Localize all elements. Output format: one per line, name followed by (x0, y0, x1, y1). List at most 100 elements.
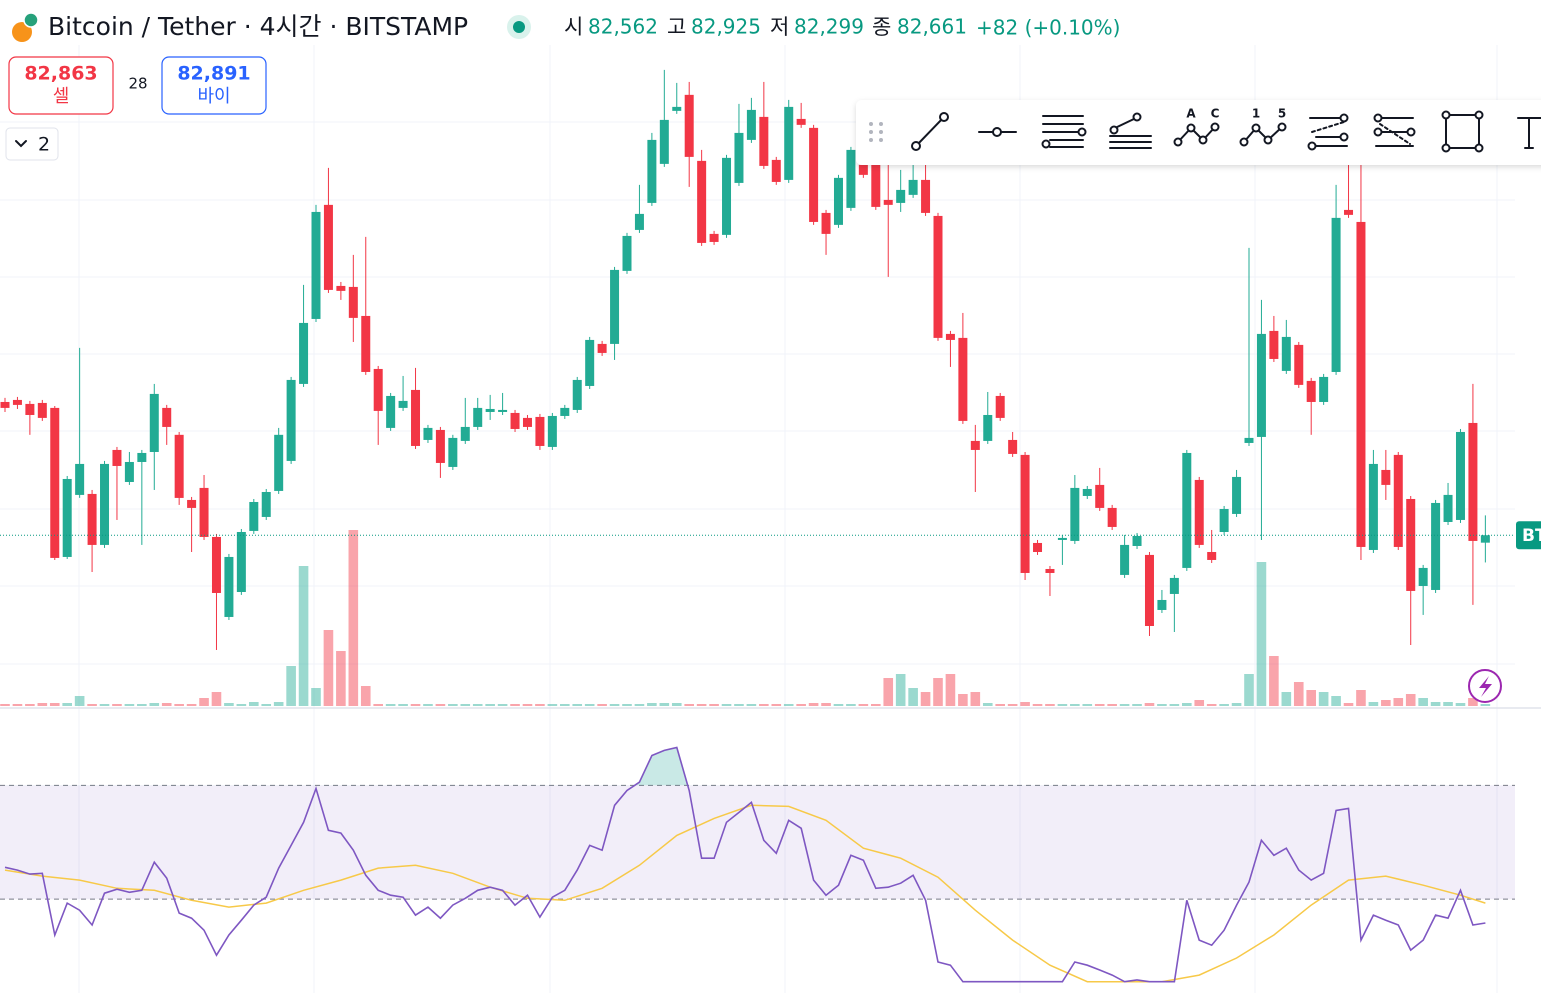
candle-body (1057, 537, 1067, 540)
volume-bar (572, 704, 583, 706)
high-label: 고 (667, 15, 686, 39)
indicator-count: 2 (38, 134, 50, 156)
volume-bar (423, 704, 433, 706)
tool-label: 5 (1278, 107, 1286, 121)
trend-line-tool[interactable] (911, 112, 949, 151)
volume-bar (472, 704, 483, 706)
candle-body (995, 395, 1005, 418)
volume-bar (49, 703, 60, 706)
volume-bar (448, 704, 458, 706)
toolbar-panel (856, 100, 1541, 165)
volume-bar (1480, 704, 1491, 706)
volume-bar (671, 703, 682, 706)
status-dot (513, 21, 525, 33)
volume-bar (236, 704, 247, 706)
sell-button[interactable] (8, 56, 114, 115)
volume-bar (1331, 696, 1341, 706)
candle-body (1082, 488, 1092, 496)
low-value: 82,299 (794, 15, 864, 39)
horizontal-ray-tool[interactable] (978, 127, 1017, 137)
buy-button[interactable] (161, 56, 267, 115)
low-label: 저 (770, 15, 789, 39)
candle-body (634, 213, 644, 230)
volume-bar (982, 703, 993, 706)
candle-body (1020, 454, 1030, 573)
alerts-button[interactable] (1468, 669, 1502, 703)
candle-body (547, 415, 557, 447)
grip[interactable] (869, 122, 883, 142)
candle-body (846, 149, 856, 208)
symbol-title[interactable]: Bitcoin / Tether · 4시간 · BITSTAMP (48, 12, 468, 41)
date-price-range-tool[interactable] (1373, 113, 1416, 147)
abcd-pattern-tool[interactable]: A C (1173, 107, 1220, 147)
volume-bar (1393, 698, 1404, 706)
candle-body (1393, 454, 1403, 547)
volume-bar (99, 704, 110, 706)
candle-body (771, 159, 781, 182)
volume-bar (647, 703, 657, 706)
candle-body (1120, 544, 1130, 575)
candle-body (535, 416, 545, 446)
candle-body (112, 449, 122, 466)
volume-bar (696, 704, 707, 706)
candle-body (50, 407, 60, 558)
candle-body (1381, 469, 1391, 485)
volume-bar (1070, 704, 1080, 706)
candle-body (1418, 567, 1428, 586)
volume-bar (684, 704, 694, 706)
close-value: 82,661 (897, 15, 967, 39)
volume-bar (1094, 704, 1105, 706)
indicator-toggle[interactable] (5, 127, 59, 161)
candle-body (398, 400, 408, 408)
candle-body (1256, 333, 1266, 437)
trade-panel: 82,863 셀 28 82,891 바이 2 (5, 56, 267, 161)
volume-bar (1405, 694, 1416, 706)
candle-body (833, 177, 843, 225)
candle-body (510, 412, 520, 429)
rectangle-tool[interactable] (1441, 110, 1484, 153)
candle-body (560, 407, 570, 416)
candle-body (423, 427, 433, 440)
candle-body (485, 408, 495, 412)
candle-body (87, 493, 97, 545)
candle-body (211, 536, 221, 593)
volume-bar (796, 704, 806, 706)
volume-bar (298, 566, 309, 706)
candle-body (809, 127, 819, 222)
candle-body (460, 426, 470, 441)
pitchfork-tool[interactable] (1041, 115, 1087, 149)
volume-bar (174, 704, 184, 706)
candle-body (871, 164, 881, 207)
candle-body (249, 501, 259, 531)
btc-icon (12, 22, 32, 42)
volume-bar (609, 704, 620, 706)
drawing-toolbar: A C 1 5 (856, 100, 1541, 165)
candle-body (585, 339, 595, 386)
candle-body (124, 461, 134, 482)
candle-body (883, 199, 893, 205)
candle-body (958, 337, 968, 421)
volume-bar (485, 704, 495, 706)
candle-body (311, 211, 321, 319)
candle-body (274, 434, 284, 491)
candle-body (697, 160, 707, 243)
fib-tool[interactable] (1109, 112, 1152, 149)
volume-bar (1356, 690, 1366, 706)
volume-bar (659, 703, 670, 706)
projection-tool[interactable] (1307, 113, 1349, 151)
candle-body (908, 179, 918, 195)
candle-body (299, 322, 309, 384)
text-tool[interactable] (1517, 117, 1541, 149)
volume-bar (1107, 704, 1117, 706)
sell-price: 82,863 (24, 63, 97, 85)
volume-bar (1468, 698, 1478, 706)
tool-label: C (1211, 107, 1220, 121)
volume-bar (112, 704, 122, 706)
candle-body (1232, 476, 1242, 514)
close-label: 종 (872, 15, 891, 39)
elliott-wave-tool[interactable]: 1 5 (1239, 107, 1287, 147)
volume-bar (1132, 704, 1142, 706)
price-pane (0, 69, 1491, 706)
volume-bar (783, 704, 794, 706)
